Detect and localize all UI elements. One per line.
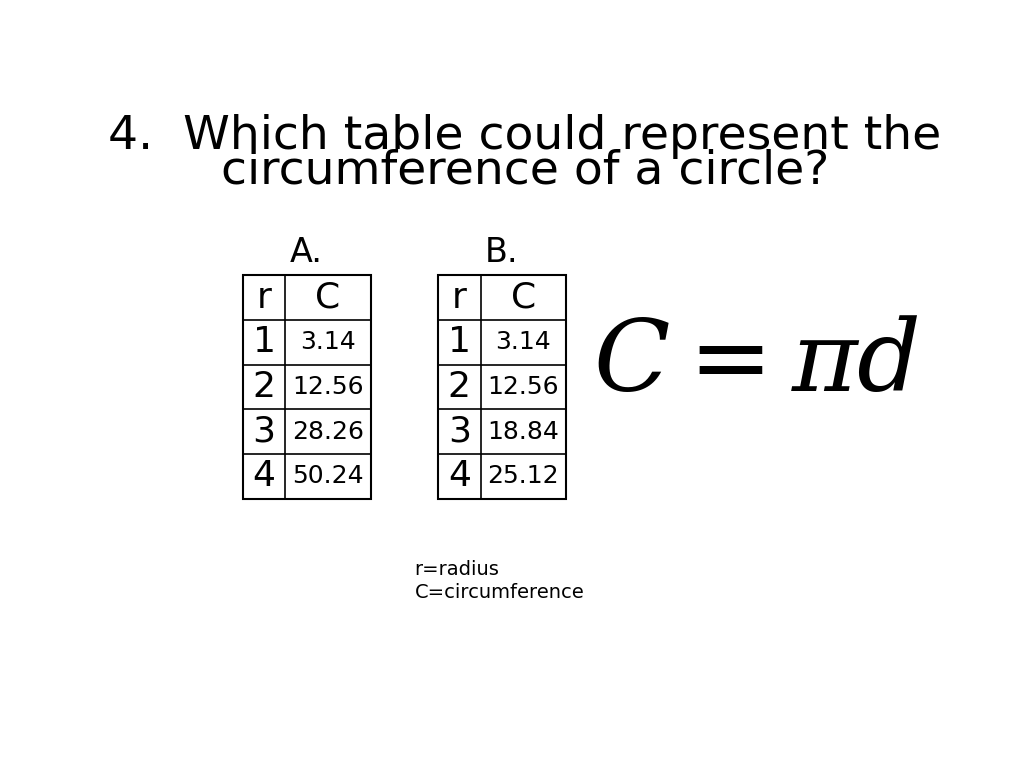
Text: 2: 2 [253,370,275,404]
Text: 2: 2 [447,370,471,404]
Bar [438,276,566,498]
Text: 3.14: 3.14 [496,330,551,354]
Text: C=circumference: C=circumference [415,583,585,602]
Text: 12.56: 12.56 [292,375,364,399]
Text: r: r [257,281,271,315]
Text: r=radius: r=radius [415,560,500,579]
Text: 3: 3 [253,415,275,449]
Text: 50.24: 50.24 [292,465,364,488]
Text: 4: 4 [253,459,275,493]
Text: circumference of a circle?: circumference of a circle? [221,148,828,194]
Text: $C = \pi d$: $C = \pi d$ [593,316,919,412]
Text: 25.12: 25.12 [487,465,559,488]
Text: 3: 3 [447,415,471,449]
Text: 4.  Which table could represent the: 4. Which table could represent the [109,114,941,159]
Text: A.: A. [290,236,324,269]
Text: 12.56: 12.56 [487,375,559,399]
Text: 28.26: 28.26 [292,420,364,444]
Text: 3.14: 3.14 [300,330,355,354]
Text: 18.84: 18.84 [487,420,559,444]
Text: C: C [511,281,536,315]
Text: 1: 1 [447,326,471,359]
Text: C: C [315,281,341,315]
Text: r: r [452,281,467,315]
Text: B.: B. [485,236,519,269]
Text: 4: 4 [447,459,471,493]
Text: 1: 1 [253,326,275,359]
Bar [243,276,371,498]
